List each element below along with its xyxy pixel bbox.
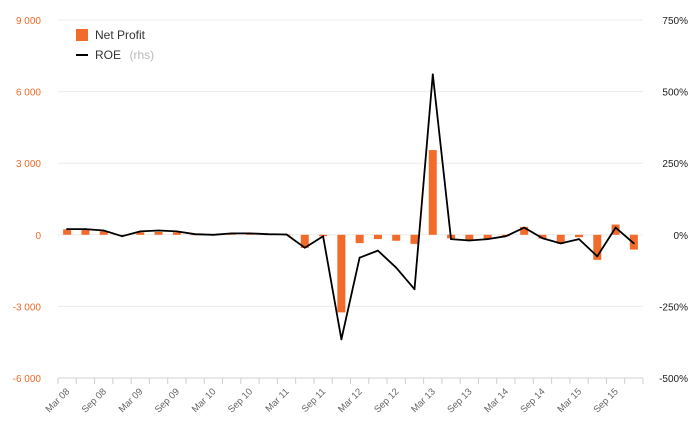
roe-point-29 — [596, 255, 599, 258]
bar-net-profit-27 — [556, 234, 565, 244]
legend: Net Profit ROE (rhs) — [76, 28, 154, 63]
roe-line-layer — [66, 73, 635, 341]
roe-point-16 — [358, 256, 361, 259]
legend-label-roe-suffix: (rhs) — [129, 48, 154, 62]
x-tick-label-3: Sep 09 — [153, 386, 182, 415]
bar-net-profit-0 — [63, 229, 72, 235]
x-tick-label-0: Mar 08 — [44, 386, 73, 415]
roe-point-0 — [66, 228, 69, 230]
bar-net-profit-29 — [593, 234, 602, 260]
x-tick-label-11: Sep 13 — [445, 386, 474, 415]
left-tick-label-4: 6 000 — [16, 88, 41, 99]
bar-net-profit-13 — [300, 234, 309, 248]
x-tick-label-5: Sep 10 — [226, 386, 255, 415]
roe-point-13 — [303, 246, 306, 249]
roe-point-17 — [377, 249, 379, 252]
roe-point-10 — [249, 232, 251, 235]
bar-net-profit-23 — [483, 234, 492, 240]
bar-net-profit-22 — [465, 234, 474, 241]
roe-point-31 — [632, 242, 635, 245]
roe-point-24 — [504, 235, 507, 238]
x-tick-label-12: Mar 14 — [482, 386, 511, 415]
left-tick-label-3: 3 000 — [16, 159, 41, 170]
roe-point-27 — [559, 242, 562, 245]
roe-point-22 — [468, 239, 471, 242]
roe-point-30 — [614, 226, 617, 229]
x-tick-label-4: Mar 10 — [190, 386, 219, 415]
roe-point-15 — [340, 338, 343, 341]
x-tick-label-9: Sep 12 — [372, 386, 401, 415]
left-axis: -6 000 -3 000 0 3 000 6 000 9 000 — [13, 16, 42, 385]
legend-label-roe: ROE (rhs) — [95, 46, 154, 63]
roe-point-3 — [121, 235, 123, 238]
roe-point-23 — [486, 238, 489, 240]
x-tick-label-14: Mar 15 — [555, 386, 584, 415]
left-tick-label-0: -6 000 — [13, 374, 42, 385]
left-tick-label-1: -3 000 — [13, 302, 42, 313]
roe-point-4 — [139, 230, 142, 233]
roe-point-6 — [175, 230, 178, 233]
bar-net-profit-30 — [611, 224, 620, 235]
gridlines — [58, 19, 643, 379]
right-tick-label-1: -250% — [659, 302, 688, 313]
bar-net-profit-6 — [172, 232, 181, 235]
x-tick-label-15: Sep 15 — [592, 386, 621, 415]
bar-net-profit-18 — [392, 234, 401, 241]
bar-net-profit-28 — [575, 234, 584, 238]
legend-swatch-net-profit — [76, 29, 88, 41]
roe-point-5 — [157, 229, 160, 232]
roe-point-28 — [578, 238, 580, 240]
roe-point-26 — [541, 237, 544, 240]
left-tick-label-5: 9 000 — [16, 16, 41, 27]
legend-label-net-profit: Net Profit — [95, 28, 146, 42]
roe-point-19 — [413, 288, 416, 291]
right-tick-label-4: 500% — [662, 88, 688, 99]
roe-point-9 — [230, 232, 233, 235]
x-axis: Mar 08 Sep 08 Mar 09 Sep 09 Mar 10 Sep 10 Mar … — [44, 377, 644, 415]
x-tick-label-13: Sep 14 — [518, 386, 547, 415]
roe-line — [67, 73, 635, 341]
bar-net-profit-10 — [245, 233, 254, 235]
roe-point-25 — [523, 226, 526, 229]
bar-net-profit-25 — [520, 226, 529, 235]
roe-point-8 — [212, 233, 215, 236]
x-tick-label-10: Mar 13 — [409, 386, 438, 415]
bar-net-profit-16 — [355, 234, 364, 244]
bar-net-profit-17 — [373, 234, 382, 240]
right-axis: -500% -250% 0% 250% 500% 750% — [659, 16, 688, 385]
roe-point-18 — [395, 266, 398, 269]
roe-point-20 — [431, 73, 434, 76]
bar-net-profit-20 — [428, 150, 437, 235]
x-tick-label-8: Mar 12 — [336, 386, 365, 415]
roe-point-11 — [267, 233, 270, 236]
x-tick-label-2: Mar 09 — [117, 386, 146, 415]
bar-net-profit-15 — [337, 234, 346, 313]
right-tick-label-0: -500% — [659, 374, 688, 385]
right-tick-label-2: 0% — [674, 231, 689, 242]
roe-point-1 — [84, 228, 87, 230]
x-tick-label-1: Sep 08 — [80, 386, 109, 415]
bar-net-profit-4 — [136, 232, 145, 235]
roe-point-21 — [450, 238, 452, 240]
bar-net-profit-1 — [81, 230, 90, 235]
right-tick-label-5: 750% — [662, 16, 688, 27]
bar-net-profit-26 — [538, 234, 547, 239]
bar-net-profit-2 — [99, 231, 108, 235]
x-tick-label-6: Mar 11 — [263, 386, 291, 414]
left-tick-label-2: 0 — [35, 231, 41, 242]
legend-label-roe-name: ROE — [95, 48, 121, 62]
roe-point-14 — [322, 235, 324, 238]
x-tick-label-7: Sep 11 — [300, 386, 329, 415]
roe-point-2 — [102, 229, 105, 232]
bar-net-profit-5 — [154, 231, 163, 235]
bar-net-profit-19 — [410, 234, 419, 244]
roe-point-12 — [285, 233, 288, 236]
right-tick-label-3: 250% — [662, 159, 688, 170]
roe-point-7 — [194, 233, 197, 236]
